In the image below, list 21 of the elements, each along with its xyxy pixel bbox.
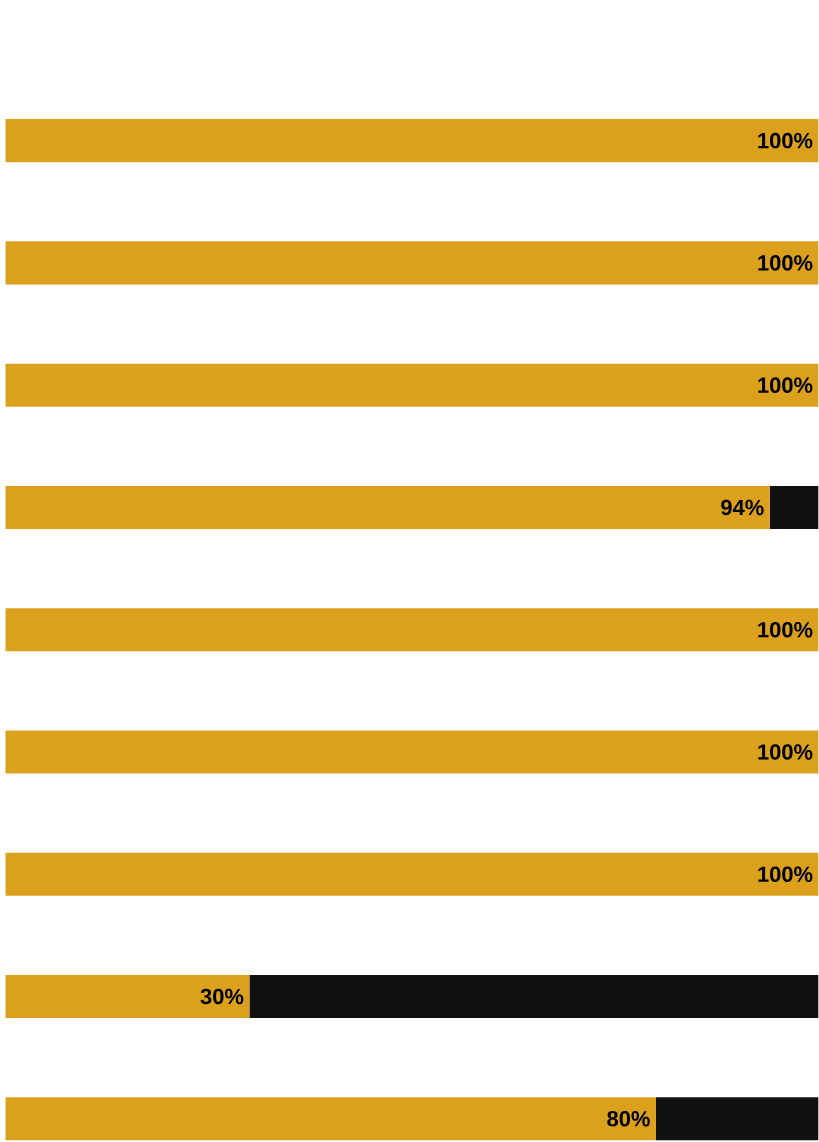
bar (5, 241, 819, 285)
data-label: 80% (607, 1110, 651, 1127)
bar (249, 974, 819, 1019)
bar (5, 485, 770, 529)
data-label: 100% (758, 744, 813, 760)
data-label: 100% (758, 377, 813, 393)
data-label: 100% (758, 132, 813, 149)
data-label: 100% (758, 255, 813, 271)
data-label: 100% (758, 866, 813, 882)
data-label: 30% (200, 988, 244, 1005)
bar (5, 974, 250, 1019)
bar (5, 852, 819, 896)
bar (5, 363, 819, 407)
bar (5, 119, 819, 163)
bar (5, 608, 819, 652)
bar (5, 730, 819, 774)
bar (770, 485, 819, 529)
data-label: 100% (758, 621, 813, 638)
data-label: 94% (721, 499, 764, 516)
bar (656, 1097, 819, 1141)
bar (5, 1097, 657, 1141)
